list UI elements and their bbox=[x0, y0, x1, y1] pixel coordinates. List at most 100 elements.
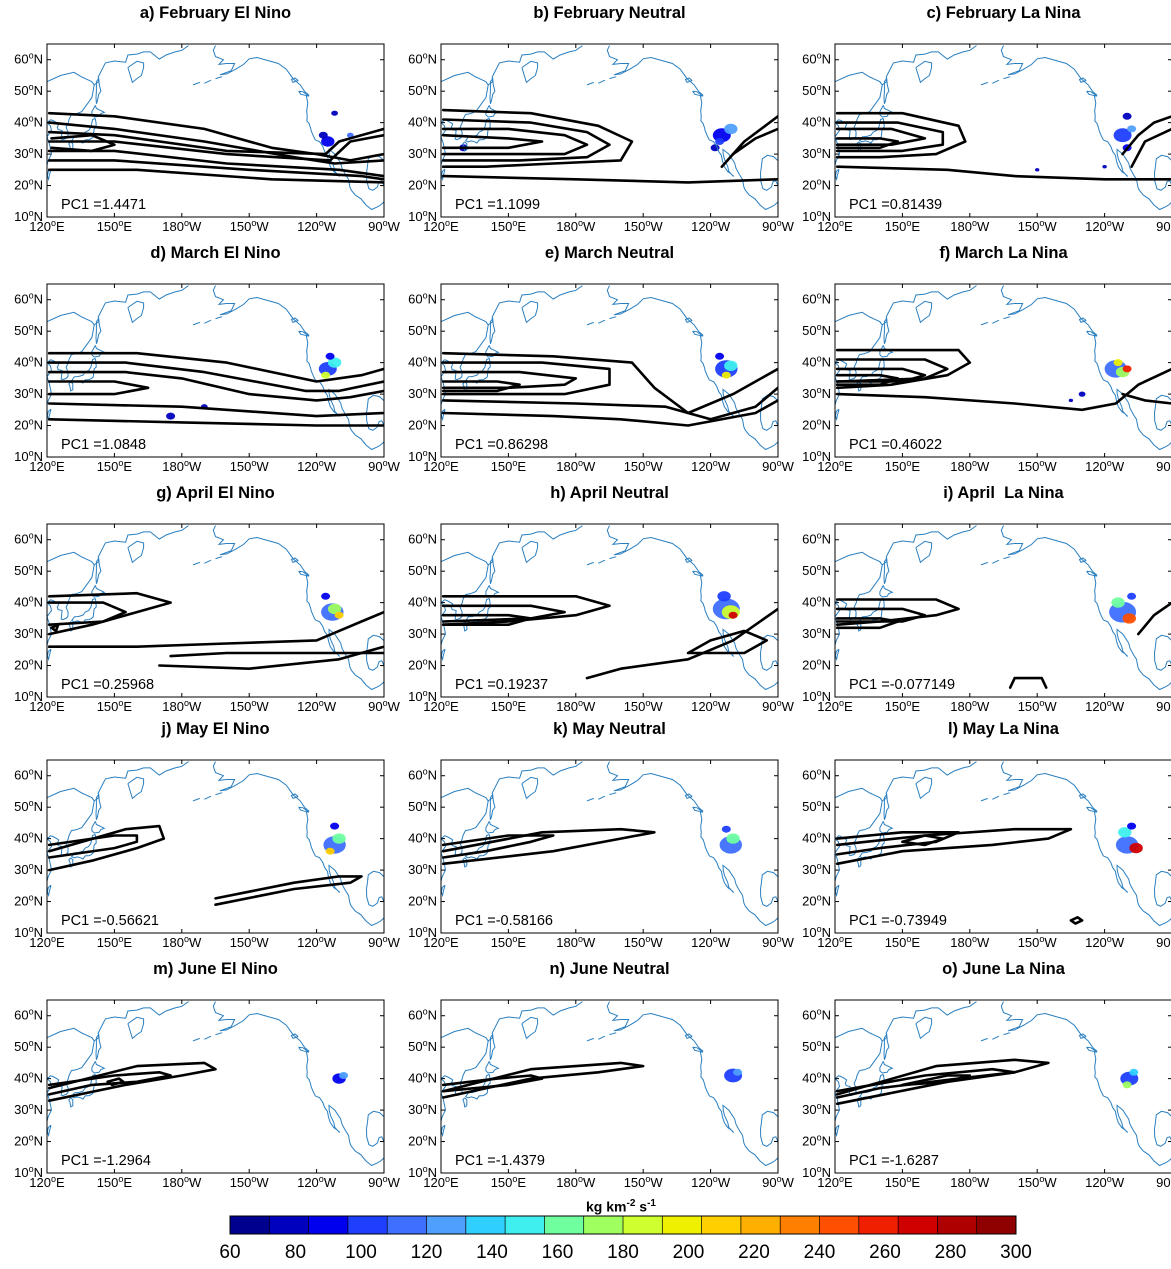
lat-tick-label: 30oN bbox=[408, 625, 437, 641]
coastline bbox=[610, 317, 617, 319]
coastline bbox=[47, 409, 51, 419]
contour-line bbox=[49, 603, 125, 625]
coastline bbox=[587, 562, 594, 565]
coastline bbox=[598, 80, 605, 83]
coastline bbox=[607, 1002, 778, 1166]
lat-tick-label: 30oN bbox=[408, 145, 437, 161]
coastline bbox=[992, 560, 999, 563]
coastline bbox=[916, 61, 932, 82]
lon-tick-label: 90oW bbox=[1156, 1174, 1171, 1190]
precip-patch bbox=[1123, 1081, 1132, 1088]
coastline bbox=[488, 1002, 582, 1041]
coastline bbox=[1001, 46, 1171, 210]
lat-tick-label: 20oN bbox=[408, 893, 437, 909]
colorbar-segment bbox=[230, 1216, 270, 1234]
coastline bbox=[216, 317, 223, 319]
lat-tick-label: 30oN bbox=[802, 145, 831, 161]
precip-patch bbox=[733, 1069, 742, 1076]
contour-line bbox=[837, 167, 1171, 180]
lon-tick-label: 150oW bbox=[230, 1174, 270, 1190]
lat-tick-label: 40oN bbox=[802, 1070, 831, 1086]
colorbar-title: kg km-2 s-1 bbox=[0, 1198, 1171, 1215]
lat-tick-label: 50oN bbox=[802, 1038, 831, 1054]
lat-tick-label: 10oN bbox=[408, 448, 437, 464]
lat-tick-label: 10oN bbox=[802, 208, 831, 224]
coastline bbox=[857, 142, 861, 151]
contour-line bbox=[443, 135, 542, 148]
colorbar-segment bbox=[309, 1216, 349, 1234]
lon-tick-label: 120oW bbox=[691, 934, 731, 950]
precip-patch bbox=[717, 591, 730, 601]
map-content bbox=[441, 526, 778, 690]
precip-patch bbox=[722, 372, 731, 379]
lon-tick-label: 180oW bbox=[556, 934, 596, 950]
lat-tick-label: 40oN bbox=[14, 1070, 43, 1086]
lat-tick-label: 10oN bbox=[802, 1164, 831, 1180]
colorbar-tick-label: 100 bbox=[345, 1242, 377, 1263]
coastline bbox=[128, 301, 144, 322]
lon-tick-label: 150oE bbox=[885, 1174, 921, 1190]
lon-tick-label: 120oW bbox=[691, 698, 731, 714]
lon-tick-label: 150oW bbox=[624, 458, 664, 474]
lon-tick-label: 150oW bbox=[624, 1174, 664, 1190]
coastline bbox=[598, 320, 605, 323]
precip-patch bbox=[1079, 392, 1086, 397]
contour-line bbox=[443, 363, 609, 395]
precip-patch bbox=[1123, 365, 1132, 372]
pc1-label: PC1 =-0.077149 bbox=[849, 677, 955, 693]
lat-tick-label: 30oN bbox=[408, 385, 437, 401]
coastline bbox=[94, 46, 188, 85]
lat-tick-label: 50oN bbox=[408, 1038, 437, 1054]
lat-tick-label: 50oN bbox=[408, 82, 437, 98]
precip-patch bbox=[166, 413, 175, 420]
colorbar-tick-label: 60 bbox=[219, 1242, 240, 1263]
coastline bbox=[587, 82, 594, 85]
coastline bbox=[441, 312, 488, 379]
map-content bbox=[47, 286, 384, 450]
coastline bbox=[598, 796, 605, 799]
pc1-label: PC1 =-0.73949 bbox=[849, 913, 947, 929]
coastline bbox=[522, 541, 538, 562]
coastline bbox=[992, 320, 999, 323]
lat-tick-label: 60oN bbox=[802, 51, 831, 67]
contour-line bbox=[587, 609, 778, 678]
colorbar-tick-label: 80 bbox=[285, 1242, 306, 1263]
pc1-label: PC1 =-0.56621 bbox=[61, 913, 159, 929]
lat-tick-label: 10oN bbox=[408, 688, 437, 704]
coastline bbox=[835, 409, 839, 419]
coastline bbox=[607, 46, 778, 210]
lon-tick-label: 150oW bbox=[624, 218, 664, 234]
lon-tick-label: 180oW bbox=[950, 218, 990, 234]
lon-tick-label: 180oW bbox=[950, 458, 990, 474]
coastline bbox=[441, 169, 445, 179]
coastline bbox=[522, 1017, 538, 1038]
coastline bbox=[598, 560, 605, 563]
coastline bbox=[213, 526, 384, 690]
lat-tick-label: 60oN bbox=[14, 291, 43, 307]
coastline bbox=[92, 345, 104, 357]
colorbar-tick-label: 200 bbox=[673, 1242, 705, 1263]
precip-patch bbox=[1129, 1069, 1138, 1076]
coastline bbox=[488, 286, 582, 325]
colorbar-segment bbox=[937, 1216, 977, 1234]
lon-tick-label: 180oW bbox=[950, 934, 990, 950]
coastline bbox=[204, 1036, 211, 1039]
colorbar-tick-label: 300 bbox=[1000, 1242, 1032, 1263]
lon-tick-label: 180oW bbox=[162, 458, 202, 474]
coastline bbox=[882, 762, 976, 801]
precip-patch bbox=[724, 361, 737, 371]
coastline bbox=[1004, 793, 1011, 795]
pc1-label: PC1 =0.46022 bbox=[849, 437, 942, 453]
coastline bbox=[94, 286, 188, 325]
coastline bbox=[981, 322, 988, 325]
lon-tick-label: 120oW bbox=[691, 1174, 731, 1190]
coastline bbox=[488, 762, 582, 801]
lat-tick-label: 30oN bbox=[802, 385, 831, 401]
lat-tick-label: 10oN bbox=[802, 688, 831, 704]
precip-patch bbox=[722, 826, 731, 833]
